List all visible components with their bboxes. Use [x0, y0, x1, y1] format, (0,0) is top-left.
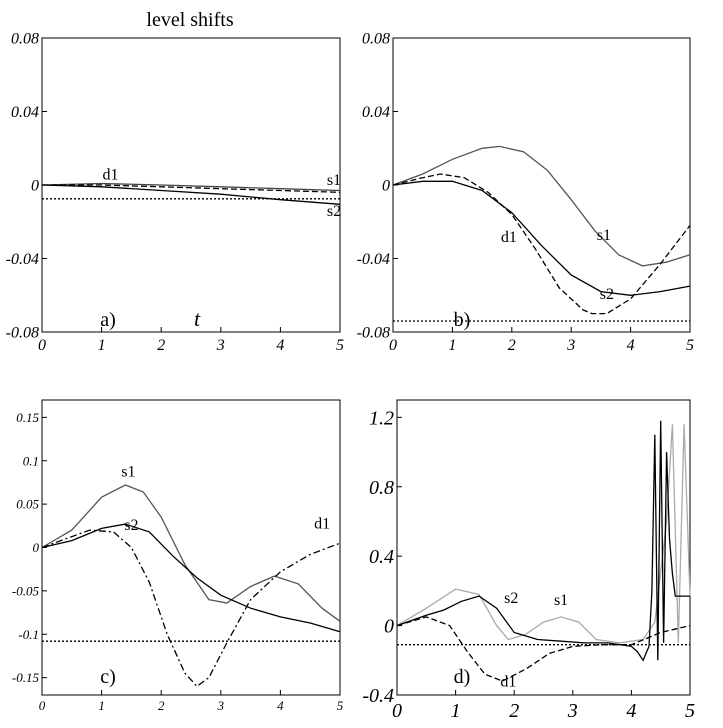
- x-tick-label: 2: [508, 337, 516, 354]
- series-label-d1: d1: [501, 229, 517, 246]
- y-tick-label: 0.1: [23, 453, 39, 468]
- series-label-d1: d1: [103, 166, 119, 183]
- x-tick-label: 3: [216, 337, 225, 354]
- series-label-s2: s2: [124, 517, 138, 534]
- y-tick-label: 0.08: [362, 31, 390, 48]
- y-tick-label: 0: [384, 616, 394, 638]
- y-tick-label: -0.08: [6, 325, 39, 342]
- series-label-s1: s1: [554, 592, 568, 609]
- x-tick-label: 0: [392, 700, 402, 722]
- x-axis-label: t: [194, 306, 201, 331]
- x-tick-label: 1: [448, 337, 456, 354]
- x-tick-label: 4: [626, 700, 636, 722]
- plot-frame: [41, 399, 341, 696]
- series-line-d1: [42, 184, 341, 193]
- y-tick-label: 0.04: [362, 104, 390, 121]
- series-label-s1: s1: [121, 463, 135, 480]
- y-tick-label: 0.8: [369, 477, 394, 499]
- y-tick-label: 0: [31, 178, 39, 195]
- y-tick-label: 0: [382, 178, 390, 195]
- plot-frame: [396, 399, 691, 696]
- series-label-s2: s2: [327, 203, 341, 220]
- y-tick-label: 1.2: [369, 407, 394, 429]
- series-line-d1: [41, 529, 341, 688]
- y-tick-label: 0.4: [369, 546, 394, 568]
- x-tick-label: 2: [509, 700, 519, 722]
- chart-panel-c: 0 1 2 3 4 5 0.15 0.1 0.05 0 -0.05 -0.1 -0.15 s1 s2 d1 c): [12, 399, 344, 713]
- series-label-s2: s2: [504, 590, 518, 607]
- y-tick-label: 0.04: [11, 104, 39, 121]
- series-line-s2: [41, 184, 341, 205]
- series-line-s1: [392, 145, 691, 267]
- plot-frame: [41, 37, 341, 333]
- panel-label: c): [100, 666, 116, 688]
- y-tick-label: -0.05: [12, 583, 40, 598]
- series-label-s1: s1: [327, 172, 341, 189]
- series-line-d1: [392, 173, 691, 315]
- y-tick-label: -0.1: [18, 627, 39, 642]
- panel-label: d): [454, 666, 471, 688]
- x-tick-label: 1: [451, 700, 461, 722]
- x-tick-label: 3: [217, 698, 225, 713]
- x-tick-label: 2: [158, 698, 165, 713]
- series-line-s2: [396, 420, 690, 662]
- x-tick-label: 0: [39, 698, 46, 713]
- plot-frame: [392, 37, 691, 333]
- y-tick-label: 0.15: [16, 410, 39, 425]
- series-line-s2: [41, 523, 341, 633]
- chart-panel-b: 0 1 2 3 4 5 0.08 0.04 0 -0.04 -0.08 s1 d1 s2 b): [357, 31, 694, 354]
- x-tick-label: 3: [567, 700, 578, 722]
- x-tick-label: 4: [627, 337, 635, 354]
- series-line-s1: [41, 484, 341, 622]
- series-line-s2: [392, 180, 691, 296]
- y-tick-label: 0.05: [16, 497, 39, 512]
- figure-title: level shifts: [146, 9, 233, 31]
- y-tick-label: 0.08: [11, 31, 39, 48]
- panel-label: b): [454, 309, 471, 331]
- x-tick-label: 5: [686, 337, 694, 354]
- y-tick-label: 0: [33, 540, 40, 555]
- x-tick-label: 2: [157, 337, 165, 354]
- series-line-s1: [396, 424, 691, 644]
- x-tick-label: 5: [336, 337, 344, 354]
- x-tick-label: 0: [38, 337, 46, 354]
- series-label-s1: s1: [597, 227, 611, 244]
- x-tick-label: 1: [98, 698, 105, 713]
- x-tick-label: 1: [98, 337, 106, 354]
- x-tick-label: 5: [685, 700, 695, 722]
- series-line-s1: [41, 182, 341, 192]
- series-line-d1: [396, 616, 691, 682]
- x-tick-label: 3: [566, 337, 575, 354]
- y-tick-label: -0.04: [6, 251, 39, 268]
- y-tick-label: -0.4: [362, 685, 394, 707]
- chart-panel-a: 0 1 2 3 4 5 0.08 0.04 0 -0.04 -0.08 d1 s1 s2 a) t: [6, 31, 344, 354]
- y-tick-label: -0.15: [12, 670, 40, 685]
- x-tick-label: 4: [276, 337, 284, 354]
- x-tick-label: 4: [277, 698, 284, 713]
- series-label-s2: s2: [600, 286, 614, 303]
- x-tick-label: 5: [337, 698, 344, 713]
- x-tick-label: 0: [389, 337, 397, 354]
- series-label-d1: d1: [500, 673, 516, 690]
- series-label-d1: d1: [314, 515, 330, 532]
- y-tick-label: -0.04: [357, 251, 390, 268]
- y-tick-label: -0.08: [357, 325, 390, 342]
- panel-label: a): [100, 309, 116, 331]
